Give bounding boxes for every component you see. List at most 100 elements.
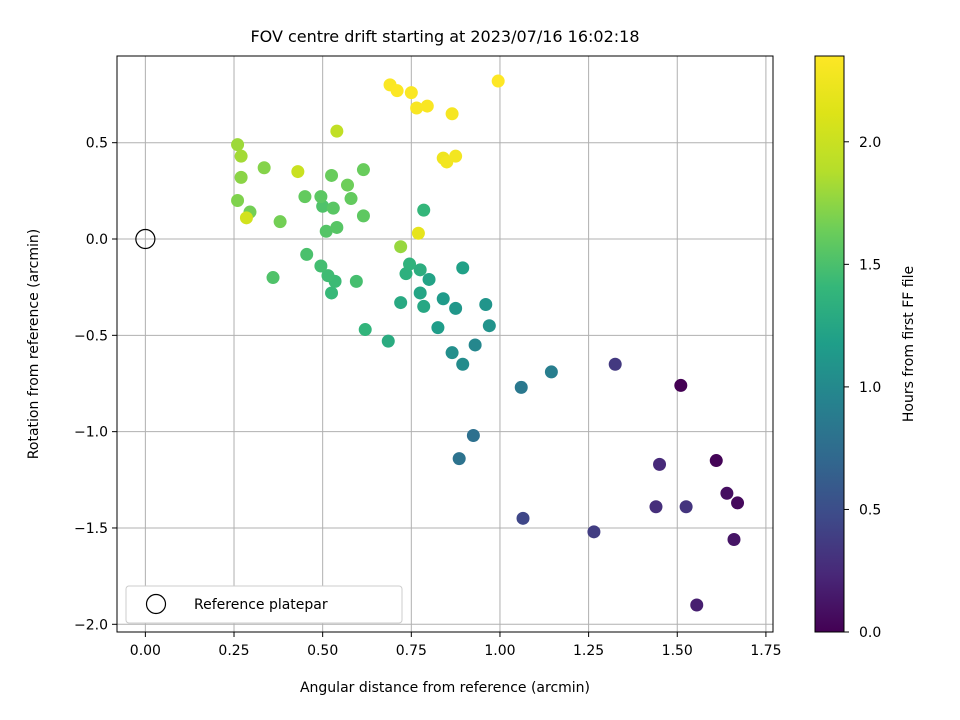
data-point bbox=[239, 211, 253, 225]
x-tick-label: 0.75 bbox=[396, 643, 427, 659]
data-point bbox=[413, 263, 427, 277]
data-point bbox=[349, 274, 363, 288]
data-point bbox=[321, 269, 335, 283]
data-point bbox=[330, 220, 344, 234]
data-point bbox=[679, 500, 693, 514]
data-point bbox=[417, 203, 431, 217]
data-point bbox=[326, 201, 340, 215]
data-point bbox=[231, 138, 245, 152]
data-point bbox=[298, 190, 312, 204]
data-point bbox=[410, 101, 424, 115]
y-tick-label: −0.5 bbox=[74, 328, 108, 344]
data-point bbox=[482, 319, 496, 333]
data-points bbox=[231, 74, 745, 612]
colorbar-ticks: 0.0 0.5 1.0 1.5 2.0 bbox=[844, 135, 881, 641]
data-point bbox=[356, 209, 370, 223]
x-tick-label: 1.00 bbox=[484, 643, 515, 659]
data-point bbox=[516, 511, 530, 525]
data-point bbox=[325, 286, 339, 300]
data-point bbox=[314, 190, 328, 204]
data-point bbox=[491, 74, 505, 88]
legend-reference-label: Reference platepar bbox=[194, 597, 328, 613]
colorbar-tick-label: 1.0 bbox=[859, 380, 881, 396]
data-point bbox=[231, 193, 245, 207]
data-point bbox=[690, 598, 704, 612]
reference-marker-group bbox=[135, 228, 156, 250]
data-point bbox=[674, 378, 688, 392]
colorbar-label: Hours from first FF file bbox=[901, 266, 917, 422]
data-point bbox=[340, 178, 354, 192]
y-tick-label: −1.5 bbox=[74, 521, 108, 537]
x-axis-label: Angular distance from reference (arcmin) bbox=[300, 680, 590, 696]
chart-title: FOV centre drift starting at 2023/07/16 … bbox=[250, 27, 639, 46]
data-point bbox=[330, 124, 344, 138]
data-point bbox=[720, 486, 734, 500]
data-point bbox=[436, 292, 450, 306]
x-tick-label: 1.50 bbox=[662, 643, 693, 659]
legend: Reference platepar bbox=[125, 585, 403, 624]
data-point bbox=[381, 334, 395, 348]
data-point bbox=[653, 457, 667, 471]
plot-frame bbox=[116, 55, 774, 633]
y-axis-ticks: −2.0 −1.5 −1.0 −0.5 0.0 0.5 bbox=[74, 136, 117, 633]
data-point bbox=[273, 215, 287, 229]
data-point bbox=[587, 525, 601, 539]
x-axis-ticks: 0.00 0.25 0.50 0.75 1.00 1.25 1.50 1.75 bbox=[130, 632, 781, 659]
data-point bbox=[466, 429, 480, 443]
data-point bbox=[649, 500, 663, 514]
data-point bbox=[314, 259, 328, 273]
data-point bbox=[257, 161, 271, 175]
colorbar-tick-label: 2.0 bbox=[859, 135, 881, 151]
data-point bbox=[356, 163, 370, 177]
y-tick-label: 0.0 bbox=[86, 232, 108, 248]
data-point bbox=[422, 272, 436, 286]
x-tick-label: 1.75 bbox=[750, 643, 781, 659]
data-point bbox=[390, 84, 404, 98]
data-point bbox=[325, 168, 339, 182]
data-point bbox=[449, 149, 463, 163]
data-point bbox=[452, 452, 466, 466]
data-point bbox=[344, 192, 358, 206]
x-tick-label: 0.25 bbox=[218, 643, 249, 659]
colorbar-tick-label: 1.5 bbox=[859, 257, 881, 273]
data-point bbox=[319, 224, 333, 238]
x-tick-label: 0.50 bbox=[307, 643, 338, 659]
data-point bbox=[456, 357, 470, 371]
y-tick-label: −2.0 bbox=[74, 617, 108, 633]
colorbar-tick-label: 0.5 bbox=[859, 502, 881, 518]
data-point bbox=[316, 199, 330, 213]
data-point bbox=[456, 261, 470, 275]
data-point bbox=[727, 533, 741, 547]
data-point bbox=[417, 299, 431, 313]
data-point bbox=[266, 271, 280, 285]
y-axis-label: Rotation from reference (arcmin) bbox=[26, 229, 42, 459]
data-point bbox=[358, 323, 372, 337]
x-tick-label: 1.25 bbox=[573, 643, 604, 659]
data-point bbox=[411, 226, 425, 240]
data-point bbox=[709, 454, 723, 468]
y-tick-label: −1.0 bbox=[74, 425, 108, 441]
data-point bbox=[234, 149, 248, 163]
data-point bbox=[468, 338, 482, 352]
data-point bbox=[449, 301, 463, 315]
data-point bbox=[731, 496, 745, 510]
colorbar bbox=[814, 55, 845, 633]
legend-reference-marker bbox=[145, 593, 167, 615]
data-point bbox=[431, 321, 445, 335]
data-point bbox=[420, 99, 434, 113]
data-point bbox=[608, 357, 622, 371]
data-point bbox=[445, 107, 459, 121]
data-point bbox=[413, 286, 427, 300]
data-point bbox=[404, 86, 418, 100]
data-point bbox=[445, 346, 459, 360]
data-point bbox=[479, 298, 493, 312]
data-point bbox=[394, 240, 408, 254]
data-point bbox=[514, 380, 528, 394]
data-point bbox=[234, 170, 248, 184]
grid-lines bbox=[117, 56, 773, 632]
data-point bbox=[300, 247, 314, 261]
legend-box bbox=[125, 585, 403, 624]
data-point bbox=[403, 257, 417, 271]
reference-marker bbox=[135, 228, 156, 250]
x-tick-label: 0.00 bbox=[130, 643, 161, 659]
